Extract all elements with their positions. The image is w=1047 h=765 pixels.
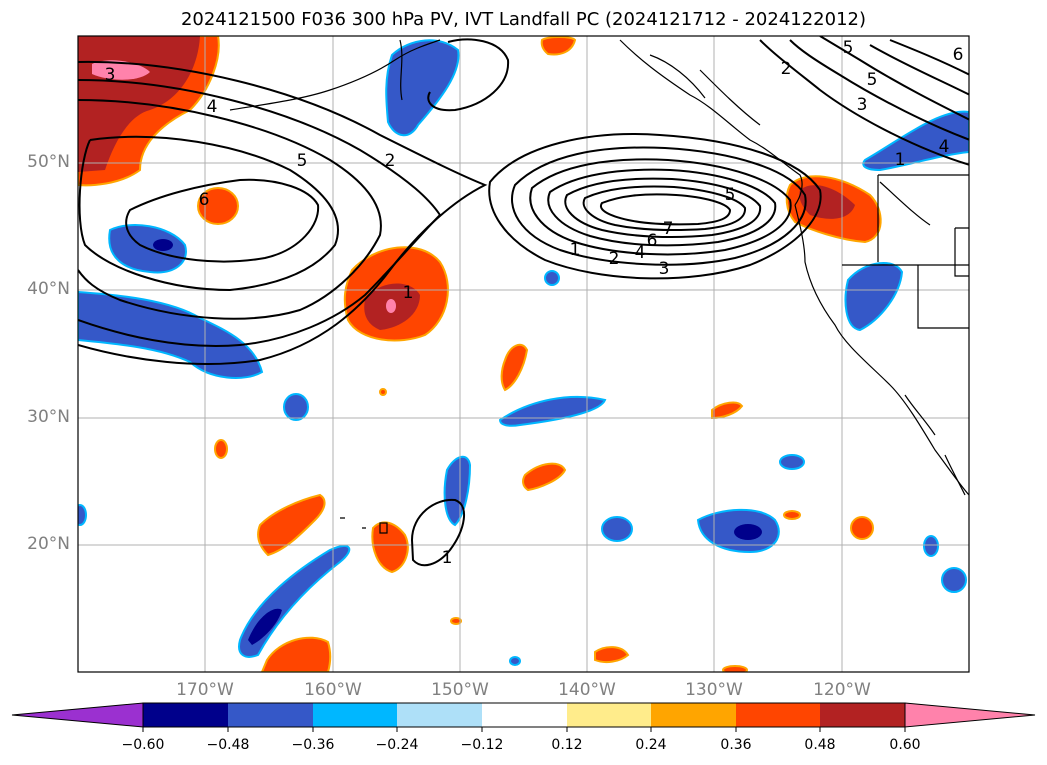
contour-label: 6 bbox=[647, 231, 658, 251]
contour-label: 3 bbox=[857, 95, 868, 115]
contour-label: 3 bbox=[105, 65, 116, 85]
colorbar-extend-max bbox=[904, 702, 1036, 728]
colorbar-bin bbox=[567, 703, 651, 727]
colorbar-tick-label: 0.24 bbox=[635, 737, 667, 753]
lat-label: 30°N bbox=[27, 407, 70, 427]
colorbar-bin bbox=[736, 703, 820, 727]
contour-label: 5 bbox=[297, 151, 308, 171]
contour-label: 2 bbox=[385, 151, 396, 171]
map-frame bbox=[77, 35, 970, 673]
colorbar-bin bbox=[820, 703, 905, 727]
contour-label: 1 bbox=[403, 283, 414, 303]
colorbar-tick-label: −0.60 bbox=[121, 737, 165, 753]
contour-label: 2 bbox=[781, 59, 792, 79]
colorbar-bin bbox=[143, 703, 228, 727]
lat-label: 50°N bbox=[27, 152, 70, 172]
contour-label: 2 bbox=[609, 249, 620, 269]
colorbar-tick-label: −0.48 bbox=[206, 737, 250, 753]
colorbar-tick-label: 0.48 bbox=[804, 737, 836, 753]
contour-label: 4 bbox=[207, 97, 218, 117]
contour-label: 5 bbox=[725, 185, 736, 205]
lat-label: 40°N bbox=[27, 279, 70, 299]
contour-label: 3 bbox=[659, 259, 670, 279]
contour-label: 4 bbox=[635, 243, 646, 263]
colorbar-outline bbox=[142, 702, 906, 728]
lon-label: 160°W bbox=[304, 680, 362, 700]
coastlines bbox=[229, 39, 969, 534]
contour-label: 7 bbox=[663, 219, 674, 239]
contour-label: 5 bbox=[867, 70, 878, 90]
contours bbox=[78, 36, 969, 567]
map-field: 3 4 5 2 6 5 7 6 5 4 3 2 1 1 2 3 4 5 6 1 … bbox=[78, 36, 969, 672]
contour-label: 1 bbox=[442, 548, 453, 568]
contour-label: 1 bbox=[895, 150, 906, 170]
colorbar-bin bbox=[397, 703, 482, 727]
lat-label: 20°N bbox=[27, 534, 70, 554]
colorbar-tick-label: −0.24 bbox=[375, 737, 419, 753]
colorbar-extend-min bbox=[11, 702, 144, 728]
colorbar bbox=[11, 702, 1036, 732]
lon-label: 120°W bbox=[813, 680, 871, 700]
lon-label: 140°W bbox=[558, 680, 616, 700]
lon-label: 150°W bbox=[431, 680, 489, 700]
colorbar-tick-label: 0.12 bbox=[551, 737, 583, 753]
colorbar-bin bbox=[651, 703, 736, 727]
colorbar-bin bbox=[313, 703, 397, 727]
contour-label: 4 bbox=[939, 137, 950, 157]
contour-label: 6 bbox=[199, 190, 210, 210]
graticule bbox=[78, 36, 969, 672]
lon-label: 170°W bbox=[176, 680, 234, 700]
contour-labels: 3 4 5 2 6 5 7 6 5 4 3 2 1 1 2 3 4 5 6 1 … bbox=[105, 38, 964, 568]
map-title: 2024121500 F036 300 hPa PV, IVT Landfall… bbox=[180, 9, 867, 30]
colorbar-bin bbox=[228, 703, 313, 727]
lon-label: 130°W bbox=[685, 680, 743, 700]
colorbar-tick-label: 0.36 bbox=[720, 737, 752, 753]
colorbar-tick-label: 0.60 bbox=[889, 737, 921, 753]
contour-label: 6 bbox=[953, 45, 964, 65]
contour-label: 5 bbox=[843, 38, 854, 58]
contour-label: 1 bbox=[570, 240, 581, 260]
colorbar-tick-label: −0.12 bbox=[460, 737, 504, 753]
colorbar-bin bbox=[482, 703, 567, 727]
colorbar-tick-label: −0.36 bbox=[291, 737, 335, 753]
